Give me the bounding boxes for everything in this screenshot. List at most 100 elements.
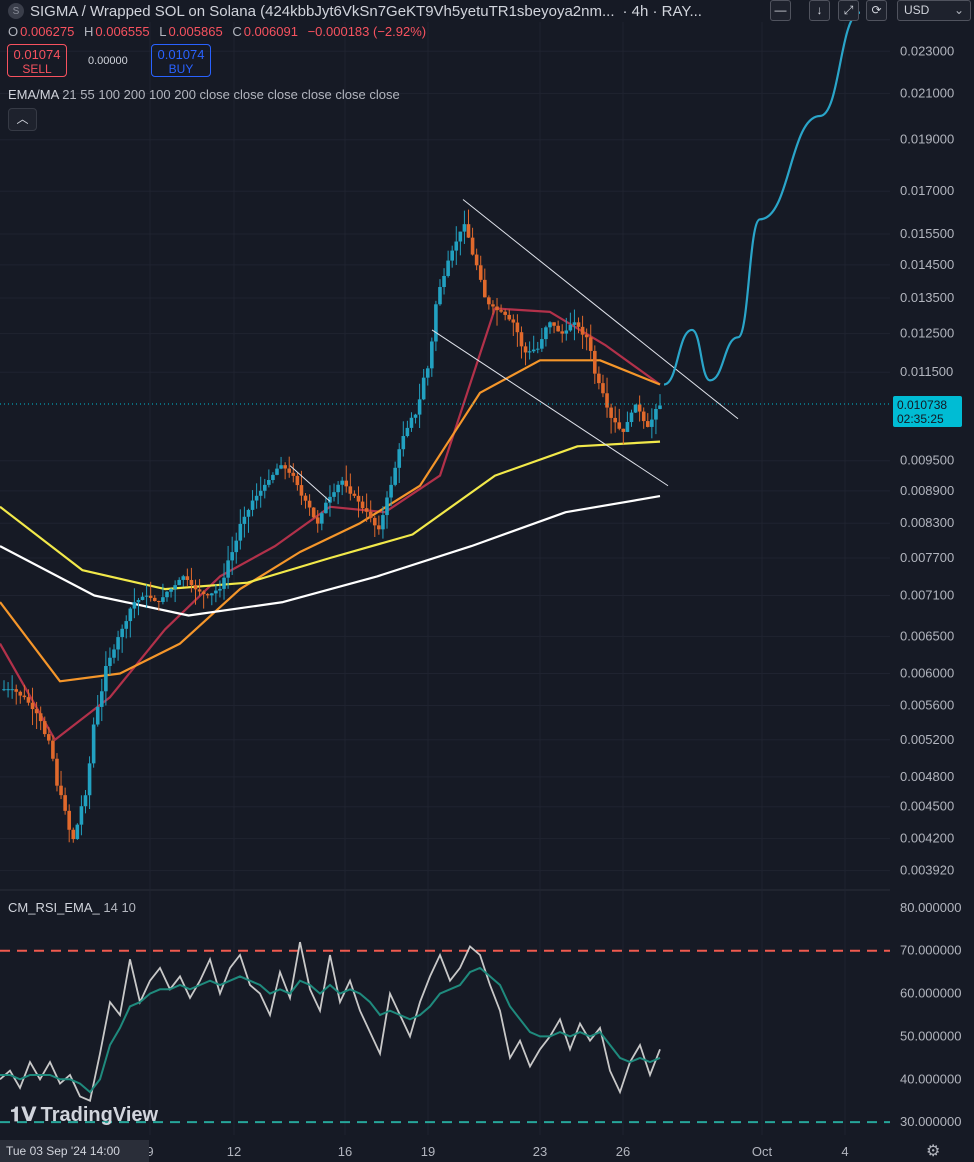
- candle-body: [637, 404, 642, 412]
- candle-body: [214, 590, 218, 594]
- ma-line-3: [0, 440, 661, 591]
- gear-icon[interactable]: ⚙: [926, 1143, 941, 1160]
- candle-body: [120, 628, 124, 638]
- candle-body: [18, 691, 23, 696]
- candle-body: [2, 689, 6, 691]
- candle-body: [487, 297, 491, 305]
- channel-upper-line: [462, 199, 739, 420]
- candle-body: [91, 724, 96, 764]
- price-tick-label: 0.003920: [900, 863, 954, 878]
- snapshot-icon[interactable]: ⟳: [866, 0, 887, 21]
- candle-body: [381, 515, 385, 530]
- price-tick-label: 0.014500: [900, 257, 954, 272]
- minor-trend-line: [289, 465, 331, 502]
- low-value: 0.005865: [168, 24, 223, 39]
- candle-body: [385, 497, 389, 516]
- candle-body: [42, 721, 47, 735]
- close-value: 0.006091: [243, 24, 298, 39]
- candle-body: [356, 495, 361, 502]
- candle-body: [552, 322, 556, 326]
- arrow-down-icon[interactable]: ↓: [809, 0, 830, 21]
- candle-body: [47, 734, 51, 741]
- time-tick-label: 9: [146, 1144, 153, 1159]
- price-tick-label: 0.015500: [900, 226, 954, 241]
- candle-body: [360, 501, 365, 509]
- indicator-params: 21 55 100 200 100 200 close close close …: [62, 87, 400, 102]
- candle-body: [71, 829, 76, 840]
- buy-label: BUY: [168, 62, 194, 76]
- expand-icon[interactable]: ⤢: [838, 0, 859, 21]
- candle-body: [197, 589, 202, 592]
- candle-body: [389, 484, 393, 498]
- candle-body: [6, 689, 10, 691]
- rsi-legend[interactable]: CM_RSI_EMA_ 14 10: [8, 900, 136, 915]
- candle-body: [462, 224, 467, 232]
- candle-body: [271, 474, 275, 480]
- candle-body: [645, 421, 650, 427]
- candle-body: [218, 588, 222, 591]
- chevron-down-icon: ⌄: [953, 3, 964, 17]
- price-tick-label: 0.017000: [900, 183, 954, 198]
- sell-button[interactable]: 0.01074 SELL: [7, 44, 67, 77]
- candle-body: [193, 585, 198, 590]
- candle-body: [238, 523, 243, 541]
- candle-body: [470, 237, 475, 255]
- tradingview-logo-icon: 𝟏𝗩: [10, 1104, 37, 1126]
- candle-body: [161, 597, 165, 602]
- price-tick-label: 0.008300: [900, 515, 954, 530]
- price-tick-label: 0.007700: [900, 550, 954, 565]
- candle-body: [226, 560, 230, 578]
- time-tick-label: 4: [841, 1144, 848, 1159]
- candle-body: [609, 407, 613, 418]
- candle-body: [165, 591, 169, 598]
- candle-body: [303, 495, 308, 501]
- spread-value: 0.00000: [88, 55, 128, 67]
- logo-text: TradingView: [40, 1104, 159, 1126]
- candle-body: [299, 485, 304, 496]
- minus-icon[interactable]: —: [770, 0, 791, 21]
- candle-body: [144, 595, 149, 597]
- buy-price: 0.01074: [157, 47, 205, 62]
- symbol-title[interactable]: SIGMA / Wrapped SOL on Solana (424kbbJyt…: [30, 2, 615, 20]
- candle-body: [580, 326, 585, 335]
- candle-body: [527, 351, 532, 353]
- candle-body: [405, 427, 410, 437]
- interval-label[interactable]: · 4h · RAY...: [622, 2, 702, 20]
- price-tick-label: 0.007100: [900, 588, 954, 603]
- buy-button[interactable]: 0.01074 BUY: [151, 44, 211, 77]
- candle-body: [499, 310, 503, 312]
- candle-body: [234, 540, 239, 553]
- rsi-tick-label: 40.000000: [900, 1071, 961, 1086]
- candle-body: [307, 500, 312, 508]
- candle-body: [344, 480, 349, 487]
- indicator-legend[interactable]: EMA/MA 21 55 100 200 100 200 close close…: [8, 87, 400, 102]
- candle-body: [576, 322, 581, 327]
- ohlc-legend: O 0.006275 H 0.006555 L 0.005865 C 0.006091 …: [8, 24, 432, 39]
- candle-body: [401, 436, 406, 450]
- open-label: O: [8, 24, 19, 39]
- candle-body: [336, 484, 340, 493]
- candle-body: [79, 806, 84, 825]
- candle-body: [482, 279, 487, 298]
- candle-body: [430, 341, 434, 369]
- currency-select[interactable]: USD ⌄: [897, 0, 971, 21]
- chevron-up-icon[interactable]: ︿: [8, 108, 37, 131]
- price-tick-label: 0.004800: [900, 769, 954, 784]
- price-tick-label: 0.009500: [900, 453, 954, 468]
- candles: [0, 209, 890, 843]
- candle-body: [511, 319, 516, 323]
- candle-body: [544, 327, 548, 340]
- candle-body: [352, 493, 357, 496]
- candle-body: [189, 579, 194, 586]
- bar-countdown: 02:35:25: [897, 411, 944, 426]
- candle-body: [222, 577, 226, 589]
- candle-body: [254, 495, 259, 501]
- candle-body: [315, 517, 320, 524]
- price-tick-label: 0.013500: [900, 290, 954, 305]
- candle-body: [548, 322, 552, 328]
- chart-header: S SIGMA / Wrapped SOL on Solana (424kbbJ…: [0, 0, 900, 22]
- candle-body: [262, 484, 267, 491]
- candle-body: [99, 691, 104, 707]
- last-price-value: 0.010738: [897, 397, 948, 412]
